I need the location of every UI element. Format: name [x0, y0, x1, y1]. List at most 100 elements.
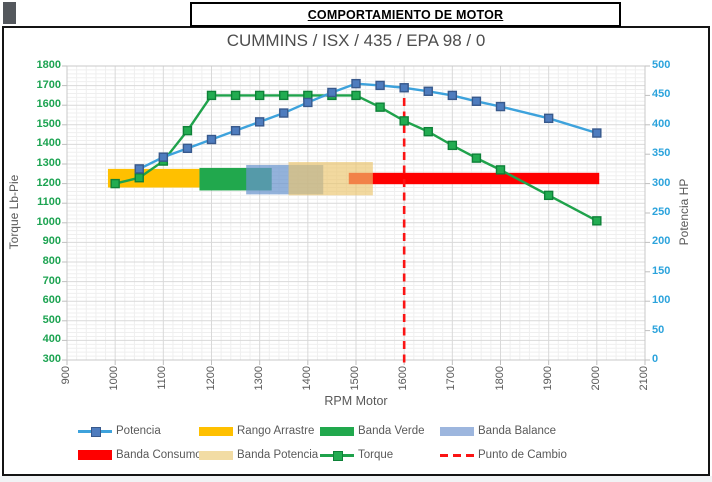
legend-label: Banda Consumo — [116, 449, 202, 461]
y-left-tick-label: 1200 — [36, 176, 61, 189]
y-right-tick-label: 450 — [652, 88, 671, 101]
y-left-tick-label: 1000 — [36, 215, 61, 228]
series-point-torque — [423, 126, 433, 137]
series-point-potencia — [375, 80, 385, 91]
series-point-potencia — [543, 113, 554, 124]
x-axis-title: RPM Motor — [324, 394, 388, 408]
band-rango-arrastre — [107, 168, 200, 188]
series-point-torque — [399, 116, 409, 126]
y-left-tick-label: 1400 — [36, 137, 61, 150]
legend-swatch-banda-balance — [440, 426, 474, 436]
x-tick-label: 1700 — [445, 366, 458, 391]
legend-swatch-banda-potencia — [199, 450, 233, 460]
legend-label: Punto de Cambio — [478, 449, 567, 461]
legend-item-banda-consumo: Banda Consumo — [78, 448, 202, 462]
y-left-tick-label: 1300 — [36, 157, 61, 169]
series-point-potencia — [447, 90, 458, 101]
series-point-potencia — [592, 128, 602, 138]
legend-item-rango-arrastre: Rango Arrastre — [199, 424, 314, 438]
series-point-potencia — [495, 101, 506, 112]
report-title-box: COMPORTAMIENTO DE MOTOR — [190, 2, 621, 27]
series-point-torque — [495, 165, 506, 175]
y-right-tick-label: 200 — [652, 235, 671, 248]
y-right-tick-label: 150 — [652, 264, 671, 277]
series-point-potencia — [230, 125, 241, 136]
y-left-tick-label: 600 — [42, 294, 61, 307]
legend-item-potencia: Potencia — [78, 424, 161, 438]
x-tick-label: 1600 — [397, 366, 410, 391]
legend-label: Torque — [358, 449, 394, 461]
x-tick-label: 2100 — [638, 366, 650, 391]
y-left-tick-label: 800 — [42, 255, 61, 267]
y-left-tick-label: 1100 — [37, 196, 61, 209]
legend-swatch-torque — [320, 450, 354, 461]
legend-label: Banda Potencia — [237, 449, 319, 461]
series-point-torque — [471, 153, 482, 163]
series-point-potencia — [254, 117, 265, 127]
legend-swatch-punto-de-cambio — [440, 453, 474, 457]
y-right-tick-label: 500 — [652, 59, 671, 71]
y-left-tick-label: 1600 — [36, 98, 61, 111]
band-banda-consumo — [348, 172, 600, 185]
series-point-potencia — [158, 152, 169, 162]
y-right-tick-label: 400 — [652, 117, 671, 130]
y-right-tick-label: 50 — [652, 323, 665, 336]
series-point-potencia — [471, 96, 482, 106]
series-point-potencia — [206, 134, 217, 145]
legend-swatch-banda-verde — [320, 426, 354, 436]
legend-label: Banda Balance — [478, 425, 557, 437]
legend-item-banda-potencia: Banda Potencia — [199, 448, 318, 462]
y-left-tick-label: 1500 — [36, 117, 61, 130]
series-point-torque — [351, 90, 361, 101]
x-tick-label: 1200 — [204, 366, 217, 391]
series-point-torque — [447, 140, 458, 151]
series-point-potencia — [279, 108, 289, 118]
legend-swatch-banda-consumo — [78, 450, 112, 460]
plot-area — [62, 65, 650, 367]
y-left-tick-label: 500 — [42, 313, 61, 326]
y-right-tick-label: 0 — [652, 353, 659, 365]
band-banda-potencia — [288, 162, 373, 196]
series-point-torque — [592, 216, 602, 226]
series-point-potencia — [134, 164, 144, 174]
legend-item-banda-balance: Banda Balance — [440, 424, 556, 438]
legend-swatch-rango-arrastre — [199, 426, 233, 436]
y-right-tick-label: 100 — [652, 294, 671, 307]
left-axis-title: Torque Lb-Pie — [7, 174, 21, 250]
bottom-strip — [0, 476, 712, 482]
x-tick-label: 1900 — [541, 366, 554, 391]
series-point-potencia — [399, 83, 409, 93]
legend-label: Banda Verde — [358, 425, 425, 437]
series-point-torque — [543, 190, 554, 201]
y-left-tick-label: 1700 — [36, 78, 61, 91]
x-tick-label: 1800 — [493, 366, 506, 391]
y-left-tick-label: 700 — [42, 274, 61, 287]
y-left-tick-label: 400 — [42, 333, 61, 346]
x-tick-label: 1400 — [300, 366, 313, 391]
series-point-potencia — [303, 97, 313, 108]
y-right-tick-label: 300 — [652, 176, 671, 189]
legend-label: Rango Arrastre — [237, 425, 315, 437]
x-tick-label: 900 — [60, 366, 72, 385]
series-point-torque — [254, 90, 265, 101]
series-point-potencia — [327, 87, 337, 98]
legend-item-torque: Torque — [320, 448, 393, 462]
series-point-torque — [110, 178, 120, 189]
series-point-potencia — [351, 78, 361, 89]
legend-swatch-potencia — [78, 426, 112, 437]
series-point-torque — [182, 125, 193, 136]
chart-title: CUMMINS / ISX / 435 / EPA 98 / 0 — [226, 31, 486, 50]
series-point-potencia — [182, 143, 193, 154]
window-corner-square — [3, 2, 16, 24]
series-point-torque — [134, 173, 144, 183]
x-tick-label: 1000 — [108, 366, 121, 391]
y-left-tick-label: 300 — [42, 353, 61, 365]
series-point-potencia — [423, 86, 433, 96]
y-right-tick-label: 250 — [652, 206, 671, 218]
series-point-torque — [206, 90, 217, 101]
legend-item-banda-verde: Banda Verde — [320, 424, 425, 438]
legend-label: Potencia — [116, 425, 161, 437]
series-point-torque — [279, 90, 289, 101]
x-tick-label: 1100 — [156, 366, 169, 390]
legend-item-punto-de-cambio: Punto de Cambio — [440, 448, 567, 462]
